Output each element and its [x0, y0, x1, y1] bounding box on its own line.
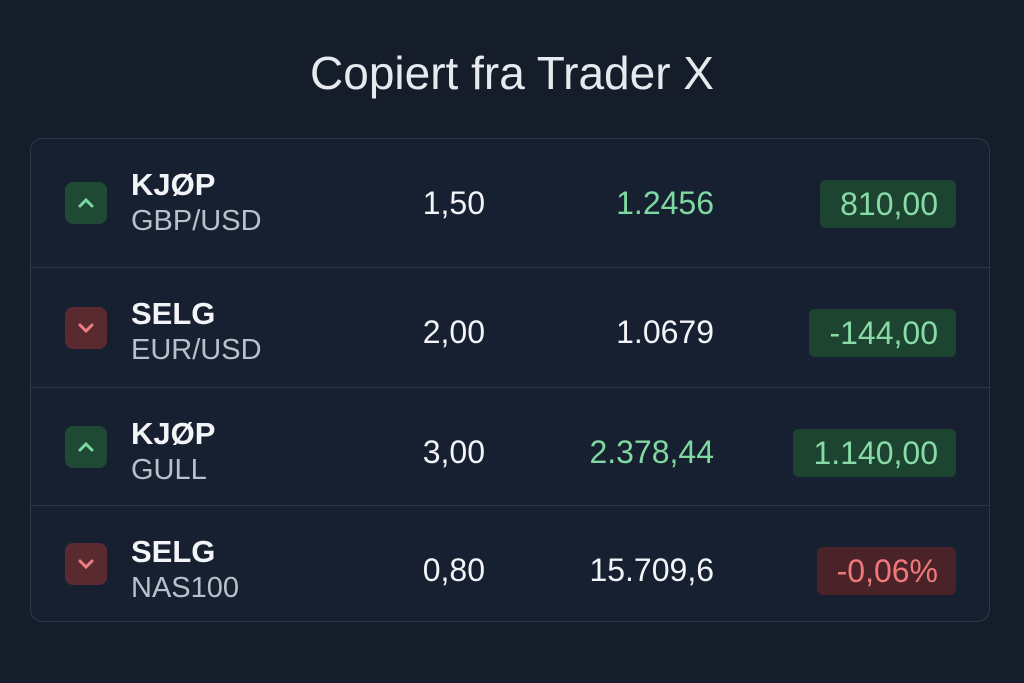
amount: 2,00	[422, 314, 485, 350]
arrow-up	[78, 197, 94, 208]
amount: 1,50	[422, 185, 485, 221]
pnl-badge: 1.140,00	[793, 429, 956, 477]
trade-row: KJØP GULL 3,00 2.378,44 1.140,00	[31, 388, 989, 506]
action: SELG	[131, 296, 216, 331]
arrow-down	[78, 559, 94, 569]
price: 2.378,44	[589, 434, 714, 470]
sell-icon	[65, 306, 107, 349]
pnl-badge: -144,00	[809, 309, 956, 357]
action: SELG	[131, 534, 216, 569]
title: Copiert fra Trader X	[310, 47, 714, 99]
price: 1.2456	[616, 185, 714, 221]
pnl-badge: 810,00	[820, 180, 956, 228]
buy-icon	[65, 425, 107, 468]
symbol: EUR/USD	[131, 334, 262, 366]
trade-row: KJØP GBP/USD 1,50 1.2456 810,00	[31, 139, 989, 268]
action: KJØP	[131, 167, 216, 202]
pnl-badge: -0,06%	[816, 547, 956, 595]
action: KJØP	[131, 416, 216, 451]
trade-row: SELG NAS100 0,80 15.709,6 -0,06%	[31, 506, 989, 621]
amount: 0,80	[422, 552, 485, 588]
trade-panel: KJØP GBP/USD 1,50 1.2456 810,00 SELG EUR…	[30, 138, 990, 622]
sell-icon	[65, 542, 107, 585]
amount: 3,00	[422, 434, 485, 470]
symbol: NAS100	[131, 572, 240, 604]
buy-icon	[65, 182, 107, 224]
arrow-down	[78, 323, 94, 333]
symbol: GBP/USD	[131, 205, 262, 237]
price: 15.709,6	[589, 552, 714, 588]
price: 1.0679	[616, 314, 714, 350]
arrow-up	[78, 441, 94, 451]
symbol: GULL	[131, 454, 207, 486]
trade-row: SELG EUR/USD 2,00 1.0679 -144,00	[31, 268, 989, 388]
